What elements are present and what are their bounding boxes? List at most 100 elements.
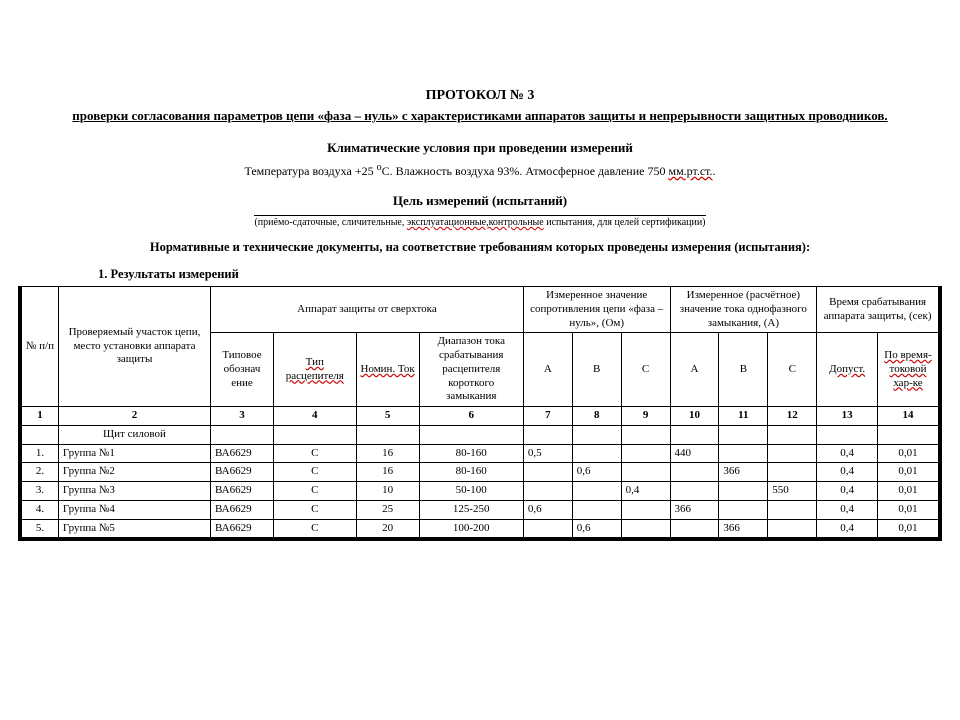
th-area: Проверяемый участок цепи, место установк… [58,287,210,407]
cell-range: 50-100 [419,482,523,501]
cell-t1: 0,4 [817,482,878,501]
column-number: 12 [768,407,817,426]
table-row: 3.Группа №3ВА6629С1050-1000,45500,40,01 [22,482,939,501]
cell-dev: ВА6629 [211,482,274,501]
purpose-pre: (приёмо-сдаточные, сличительные, [254,217,406,228]
column-number: 7 [523,407,572,426]
cell-t2: 0,01 [878,463,939,482]
cell-n: 2. [22,463,59,482]
table-row: 2.Группа №2ВА6629С1680-1600,63660,40,01 [22,463,939,482]
table-row: 4.Группа №4ВА6629С25125-2500,63660,40,01 [22,500,939,519]
section-empty [670,425,719,444]
cell-rC [621,519,670,538]
section-empty [419,425,523,444]
column-number: 10 [670,407,719,426]
purpose-post: испытания, для целей сертификации) [544,217,706,228]
cell-rA [523,463,572,482]
th-time: Время срабатывания аппарата защиты, (сек… [817,287,939,333]
cell-inom: 16 [356,444,419,463]
table-row: 1.Группа №1ВА6629С1680-1600,54400,40,01 [22,444,939,463]
section-empty [356,425,419,444]
cell-type: С [274,444,357,463]
cell-type: С [274,463,357,482]
cell-range: 125-250 [419,500,523,519]
th-rC: C [621,333,670,407]
cell-iA: 366 [670,500,719,519]
cell-rA [523,519,572,538]
purpose-heading: Цель измерений (испытаний) [18,193,942,209]
section-empty [719,425,768,444]
purpose-mid: эксплуатационные,контрольные [407,217,544,228]
cell-iB: 366 [719,463,768,482]
cell-iB [719,482,768,501]
th-nominal: Номин. Ток [356,333,419,407]
cell-rB: 0,6 [572,519,621,538]
cell-name: Группа №3 [58,482,210,501]
climate-mid: С. Влажность воздуха 93%. Атмосферное да… [382,164,669,178]
column-number: 5 [356,407,419,426]
table-body: Щит силовой1.Группа №1ВА6629С1680-1600,5… [22,425,939,538]
cell-rB [572,444,621,463]
th-rA: A [523,333,572,407]
cell-rA: 0,5 [523,444,572,463]
cell-n: 1. [22,444,59,463]
th-num: № п/п [22,287,59,407]
cell-iA [670,463,719,482]
cell-iB: 366 [719,519,768,538]
cell-name: Группа №1 [58,444,210,463]
climate-heading: Климатические условия при проведении изм… [18,140,942,156]
cell-rC [621,500,670,519]
cell-rC [621,463,670,482]
cell-n: 5. [22,519,59,538]
th-resistance: Измеренное значение сопротивления цепи «… [523,287,670,333]
cell-t1: 0,4 [817,500,878,519]
results-label: 1. Результаты измерений [98,267,942,282]
column-number: 6 [419,407,523,426]
cell-iC [768,519,817,538]
section-empty [878,425,939,444]
cell-dev: ВА6629 [211,444,274,463]
th-iA: A [670,333,719,407]
cell-type: С [274,482,357,501]
th-release-type: Тип расцепителя [274,333,357,407]
section-empty [621,425,670,444]
protocol-title: ПРОТОКОЛ № 3 [18,88,942,104]
cell-n: 4. [22,500,59,519]
cell-type: С [274,519,357,538]
cell-iC [768,444,817,463]
cell-iA: 440 [670,444,719,463]
cell-t2: 0,01 [878,500,939,519]
cell-rA [523,482,572,501]
column-number: 1 [22,407,59,426]
table-wrap: № п/п Проверяемый участок цепи, место ус… [18,286,942,541]
cell-iA [670,482,719,501]
column-number: 9 [621,407,670,426]
section-empty [211,425,274,444]
th-range: Диапазон тока срабатывания расцепителя к… [419,333,523,407]
column-number: 3 [211,407,274,426]
section-empty [274,425,357,444]
column-number: 14 [878,407,939,426]
cell-iC [768,463,817,482]
th-type-desig: Типовое обознач ение [211,333,274,407]
th-rB: B [572,333,621,407]
cell-rB [572,482,621,501]
section-empty [523,425,572,444]
cell-rC: 0,4 [621,482,670,501]
column-number: 11 [719,407,768,426]
cell-name: Группа №2 [58,463,210,482]
cell-iC [768,500,817,519]
column-number: 13 [817,407,878,426]
protocol-subtitle: проверки согласования параметров цепи «ф… [18,108,942,124]
cell-name: Группа №4 [58,500,210,519]
cell-inom: 20 [356,519,419,538]
cell-name: Группа №5 [58,519,210,538]
cell-iA [670,519,719,538]
cell-dev: ВА6629 [211,500,274,519]
section-empty [768,425,817,444]
cell-t2: 0,01 [878,482,939,501]
cell-t1: 0,4 [817,463,878,482]
th-iC: C [768,333,817,407]
climate-line: Температура воздуха +25 oС. Влажность во… [18,162,942,179]
cell-iB [719,444,768,463]
